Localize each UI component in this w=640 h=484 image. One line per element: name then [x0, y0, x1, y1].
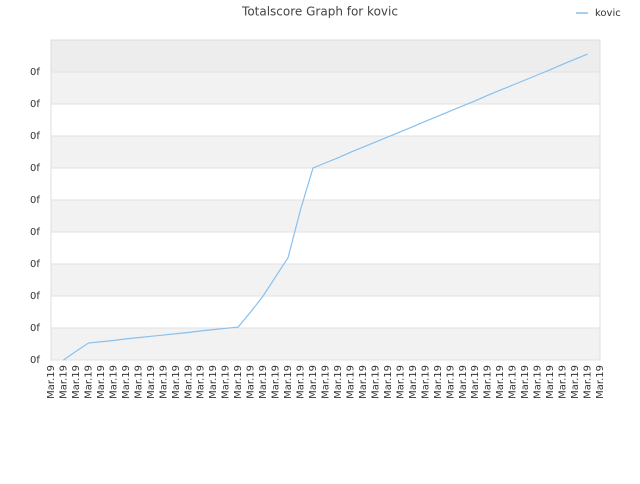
x-tick-label: Mar.19 [46, 365, 57, 399]
x-tick-label: Mar.19 [445, 365, 456, 399]
band [51, 72, 600, 104]
band [51, 328, 600, 360]
x-tick-label: Mar.19 [408, 365, 419, 399]
x-tick-label: Mar.19 [246, 365, 257, 399]
x-tick-label: Mar.19 [483, 365, 494, 399]
x-tick-label: Mar.19 [308, 365, 319, 399]
x-tick-label: Mar.19 [258, 365, 269, 399]
x-tick-label: Mar.19 [208, 365, 219, 399]
y-tick-label: 0f [30, 195, 40, 206]
x-tick-label: Mar.19 [108, 365, 119, 399]
line [63, 53, 588, 361]
y-tick-label: 0f [30, 323, 40, 334]
x-tick-label: Mar.19 [558, 365, 569, 399]
y-tick-label: 0f [30, 99, 40, 110]
x-tick-label: Mar.19 [520, 365, 531, 399]
x-tick-label: Mar.19 [358, 365, 369, 399]
y-tick-label: 0f [30, 163, 40, 174]
x-tick-label: Mar.19 [420, 365, 431, 399]
x-tick-label: Mar.19 [533, 365, 544, 399]
x-tick-label: Mar.19 [333, 365, 344, 399]
x-tick-label: Mar.19 [221, 365, 232, 399]
x-tick-label: Mar.19 [395, 365, 406, 399]
chart-title: Totalscore Graph for kovic [241, 5, 398, 19]
x-tick-label: Mar.19 [196, 365, 207, 399]
band [51, 200, 600, 232]
x-tick-label: Mar.19 [570, 365, 581, 399]
x-tick-label: Mar.19 [458, 365, 469, 399]
x-tick-label: Mar.19 [133, 365, 144, 399]
x-tick-label: Mar.19 [271, 365, 282, 399]
y-tick-label: 0f [30, 131, 40, 142]
x-tick-label: Mar.19 [583, 365, 594, 399]
y-tick-label: 0f [30, 355, 40, 366]
x-tick-label: Mar.19 [370, 365, 381, 399]
band [51, 264, 600, 296]
x-tick-label: Mar.19 [146, 365, 157, 399]
x-tick-label: Mar.19 [495, 365, 506, 399]
x-tick-label: Mar.19 [383, 365, 394, 399]
x-tick-label: Mar.19 [158, 365, 169, 399]
x-tick-label: Mar.19 [508, 365, 519, 399]
x-tick-label: Mar.19 [96, 365, 107, 399]
x-tick-label: Mar.19 [321, 365, 332, 399]
x-tick-label: Mar.19 [121, 365, 132, 399]
y-tick-label: 0f [30, 67, 40, 78]
x-tick-label: Mar.19 [183, 365, 194, 399]
x-tick-label: Mar.19 [545, 365, 556, 399]
y-tick-label: 0f [30, 227, 40, 238]
y-tick-label: 0f [30, 291, 40, 302]
x-tick-label: Mar.19 [83, 365, 94, 399]
x-tick-label: Mar.19 [58, 365, 69, 399]
x-tick-label: Mar.19 [470, 365, 481, 399]
x-tick-label: Mar.19 [71, 365, 82, 399]
x-tick-label: Mar.19 [595, 365, 606, 399]
x-tick-label: Mar.19 [433, 365, 444, 399]
band [51, 40, 600, 72]
legend-label: kovic [595, 8, 621, 19]
x-tick-label: Mar.19 [345, 365, 356, 399]
y-tick-label: 0f [30, 259, 40, 270]
x-tick-label: Mar.19 [283, 365, 294, 399]
x-tick-label: Mar.19 [296, 365, 307, 399]
x-tick-label: Mar.19 [233, 365, 244, 399]
x-tick-label: Mar.19 [171, 365, 182, 399]
